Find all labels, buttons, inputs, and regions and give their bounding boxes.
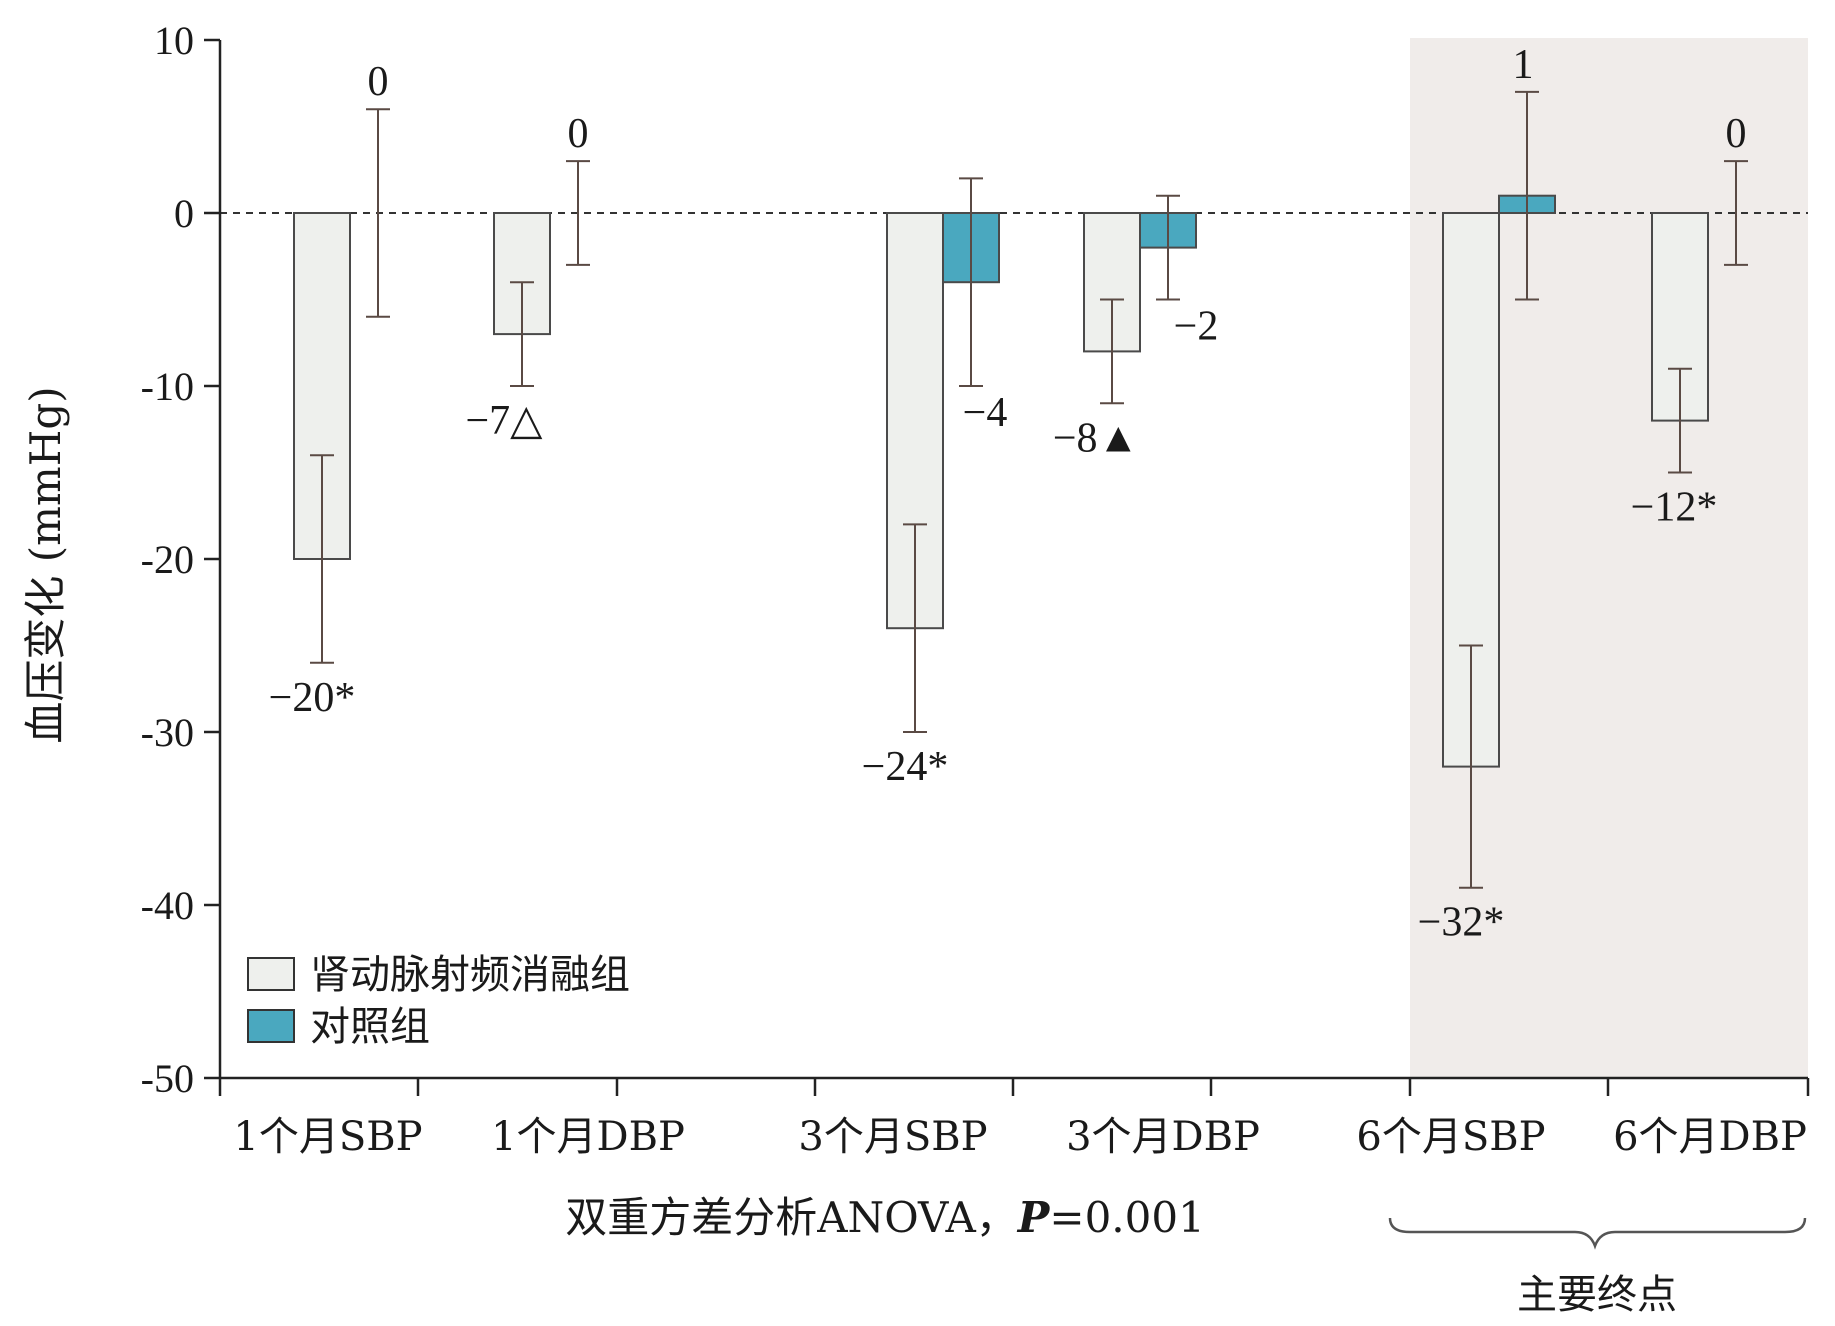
category-label: 1个月SBP: [233, 1114, 422, 1160]
y-tick-label: -50: [141, 1056, 194, 1101]
data-label-rdn: −32*: [1418, 900, 1505, 946]
data-label-control: 0: [568, 111, 589, 157]
y-tick-label: 10: [154, 18, 194, 63]
legend-swatch-rdn: [247, 957, 295, 991]
data-label-control: 0: [1726, 111, 1747, 157]
legend-swatch-control: [247, 1009, 295, 1043]
legend-label-control: 对照组: [310, 1004, 430, 1050]
data-labels: −20* 0 −7△ 0 −24* −4 −8▲ −2 −32* 1 −12* 0: [269, 42, 1747, 946]
data-label-control: 1: [1513, 42, 1534, 88]
category-label: 1个月DBP: [491, 1114, 685, 1160]
y-tick-label: -10: [141, 364, 194, 409]
x-axis-title: 双重方差分析ANOVA，P=0.001: [565, 1193, 1205, 1242]
legend-label-rdn: 肾动脉射频消融组: [310, 952, 630, 998]
category-label: 6个月DBP: [1613, 1114, 1807, 1160]
category-label: 6个月SBP: [1356, 1114, 1545, 1160]
data-label-rdn: −8▲: [1053, 415, 1139, 461]
bars: [293, 194, 1709, 768]
x-axis-title-p: P: [1017, 1193, 1051, 1242]
y-axis-title: 血压变化 (mmHg): [21, 386, 70, 743]
y-tick-label: 0: [174, 191, 194, 236]
legend: 肾动脉射频消融组 对照组: [247, 952, 630, 1050]
x-axis-title-pvalue: =0.001: [1049, 1193, 1204, 1242]
data-label-control: 0: [368, 59, 389, 105]
y-tick-label: -30: [141, 710, 194, 755]
category-label: 3个月DBP: [1066, 1114, 1260, 1160]
primary-endpoint-brace: [1388, 1217, 1807, 1250]
error-bars: [310, 90, 1748, 889]
data-label-rdn: −20*: [269, 675, 356, 721]
data-label-rdn: −7△: [466, 398, 544, 444]
data-label-rdn: −24*: [862, 744, 949, 790]
y-tick-label: -20: [141, 537, 194, 582]
y-tick-label: -40: [141, 883, 194, 928]
data-label-control: −4: [963, 390, 1008, 436]
primary-endpoint-label: 主要终点: [1517, 1272, 1677, 1318]
data-label-control: −2: [1174, 304, 1219, 350]
category-label: 3个月SBP: [798, 1114, 987, 1160]
x-axis-title-prefix: 双重方差分析ANOVA，: [565, 1193, 1018, 1242]
data-label-rdn: −12*: [1631, 485, 1718, 531]
